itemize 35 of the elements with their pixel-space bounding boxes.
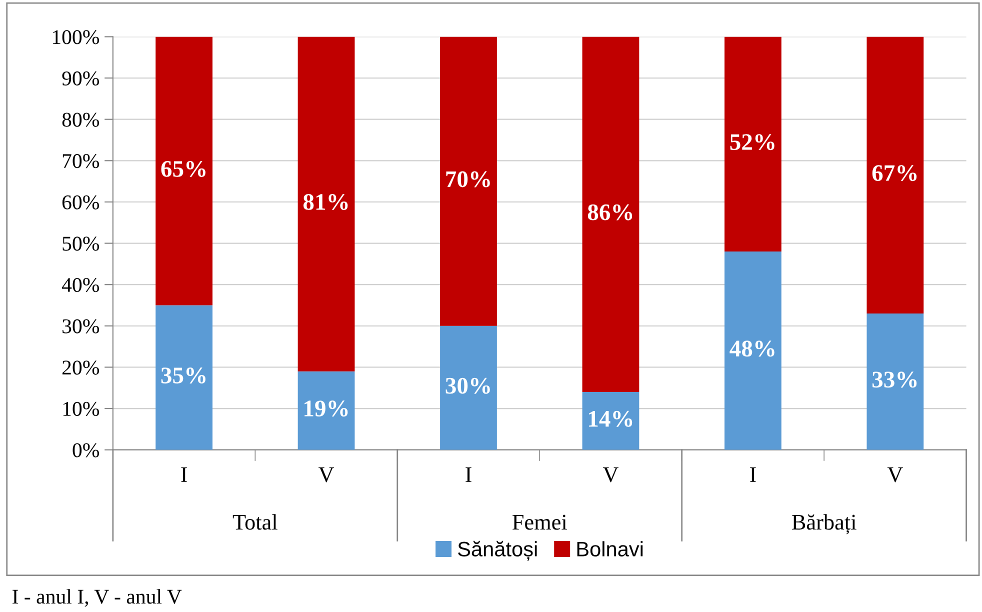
y-tick-label: 20% <box>62 360 100 375</box>
x-tick-label: V <box>318 467 334 482</box>
y-tick-label: 100% <box>52 30 100 44</box>
y-tick-label: 70% <box>62 154 100 168</box>
data-label: 65% <box>161 160 206 177</box>
data-label: 48% <box>730 340 774 357</box>
y-tick-label: 50% <box>62 236 100 251</box>
data-label: 14% <box>589 410 632 427</box>
data-label: 86% <box>588 204 632 220</box>
y-tick-label: 0% <box>72 443 100 458</box>
x-tick-label: I <box>181 467 187 482</box>
data-label: 70% <box>446 171 490 188</box>
y-tick-label: 80% <box>62 112 100 127</box>
legend-label: Sănătoși <box>458 540 537 561</box>
y-tick-label: 90% <box>62 71 100 86</box>
y-tick-label: 10% <box>63 402 100 416</box>
data-label: 30% <box>446 378 490 394</box>
x-tick-label: I <box>466 467 472 482</box>
data-label: 52% <box>730 134 774 150</box>
x-tick-label: V <box>602 467 618 482</box>
x-tick-label: V <box>887 467 903 482</box>
text: Bărbați <box>792 514 856 534</box>
text: I - anul I, V - anul V <box>12 589 182 607</box>
data-label: 67% <box>872 165 917 182</box>
text: Total <box>232 514 278 530</box>
data-label: 19% <box>304 400 348 417</box>
y-tick-label: 30% <box>62 319 100 334</box>
y-tick-label: 60% <box>62 195 100 210</box>
y-tick-label: 40% <box>62 278 100 292</box>
data-label: 81% <box>303 194 348 210</box>
data-label: 33% <box>872 372 917 388</box>
data-label: 35% <box>161 368 206 384</box>
text: Femei <box>512 514 567 530</box>
x-tick-label: I <box>750 467 756 482</box>
legend-label: Bolnavi <box>577 541 643 556</box>
